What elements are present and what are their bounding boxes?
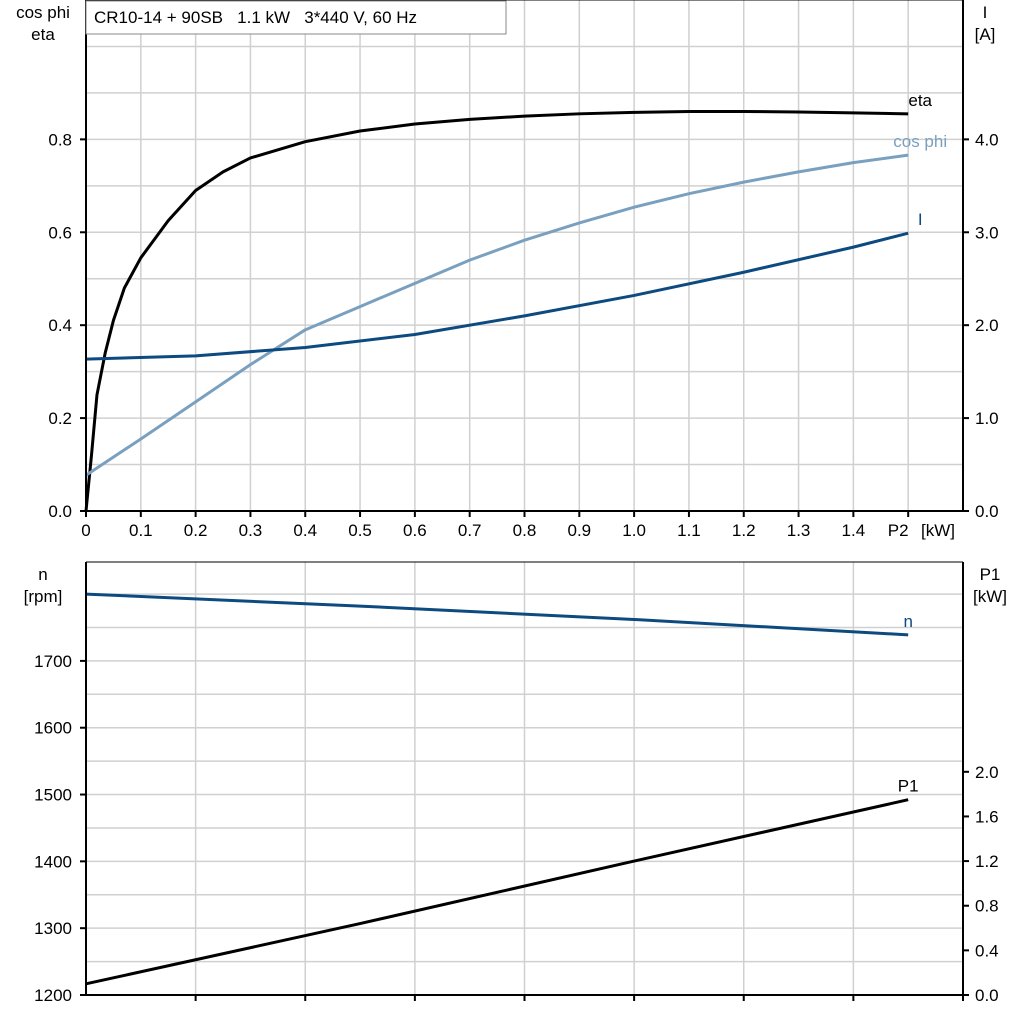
chart-title: CR10-14 + 90SB 1.1 kW 3*440 V, 60 Hz (94, 8, 417, 27)
y-tick-label-left: 1700 (34, 652, 72, 671)
x-tick-label: 0.9 (567, 521, 591, 540)
y-axis-label-right: [kW] (973, 587, 1007, 606)
y-tick-label-right: 0.0 (975, 502, 999, 521)
x-tick-label: 0.4 (293, 521, 317, 540)
x-tick-label: 0.3 (239, 521, 263, 540)
series-label-P1: P1 (898, 777, 919, 796)
x-tick-label: 0.5 (348, 521, 372, 540)
bottom-grid (86, 562, 964, 995)
y-tick-label-left: 1200 (34, 986, 72, 1005)
x-tick-label: 0.2 (184, 521, 208, 540)
y-tick-label-left: 0.8 (48, 130, 72, 149)
y-axis-label-left: cos phi (16, 3, 70, 22)
y-tick-label-right: 0.4 (975, 941, 999, 960)
series-I (85, 231, 909, 361)
x-tick-label: 1.2 (732, 521, 756, 540)
series-lines (84, 109, 909, 986)
series-eta (84, 109, 909, 512)
y-tick-label-left: 1500 (34, 786, 72, 805)
x-tick-label: 0 (81, 521, 90, 540)
y-tick-label-left: 1300 (34, 919, 72, 938)
y-tick-label-left: 0.0 (48, 502, 72, 521)
x-tick-label: 0.1 (129, 521, 153, 540)
y-tick-label-right: 2.0 (975, 316, 999, 335)
y-axis-label-right: I (983, 3, 988, 22)
series-label-n: n (903, 612, 912, 631)
x-tick-label: 1.3 (787, 521, 811, 540)
top-grid (86, 0, 964, 511)
y-tick-label-left: 0.6 (48, 223, 72, 242)
y-tick-label-right: 0.8 (975, 897, 999, 916)
axes (80, 0, 969, 1001)
y-tick-label-left: 1600 (34, 719, 72, 738)
series-n (85, 592, 909, 637)
y-tick-label-left: 0.2 (48, 409, 72, 428)
y-axis-label-right: P1 (980, 565, 1001, 584)
y-tick-label-right: 3.0 (975, 223, 999, 242)
y-tick-label-left: 0.4 (48, 316, 72, 335)
y-tick-label-right: 4.0 (975, 130, 999, 149)
y-tick-label-left: 1400 (34, 852, 72, 871)
y-axis-label-left: eta (31, 25, 55, 44)
x-tick-label: 0.6 (403, 521, 427, 540)
y-tick-label-right: 1.2 (975, 852, 999, 871)
y-tick-label-right: 2.0 (975, 763, 999, 782)
labels: 0 0.1 0.2 0.3 0.4 0.5 0.6 0.7 0.8 0.9 1.0 1.1 1.2 1.3… (16, 3, 1007, 1005)
y-axis-label-left: [rpm] (24, 587, 63, 606)
series-label-cos-phi: cos phi (893, 132, 947, 151)
title-box: CR10-14 + 90SB 1.1 kW 3*440 V, 60 Hz (85, 0, 507, 35)
series-label-I: I (918, 210, 923, 229)
y-tick-label-right: 1.0 (975, 409, 999, 428)
x-tick-label: 0.7 (458, 521, 482, 540)
series-label-eta: eta (908, 91, 932, 110)
x-tick-label: 0.8 (513, 521, 537, 540)
series-cos-phi (85, 153, 909, 477)
y-axis-label-right: [A] (975, 25, 996, 44)
x-tick-label: 1.0 (622, 521, 646, 540)
x-axis-label: [kW] (921, 521, 955, 540)
y-tick-label-right: 1.6 (975, 807, 999, 826)
series-P1 (85, 798, 909, 986)
x-tick-label: P2 (888, 521, 909, 540)
x-tick-label: 1.1 (677, 521, 701, 540)
y-axis-label-left: n (38, 565, 47, 584)
y-tick-label-right: 0.0 (975, 986, 999, 1005)
x-tick-label: 1.4 (842, 521, 866, 540)
